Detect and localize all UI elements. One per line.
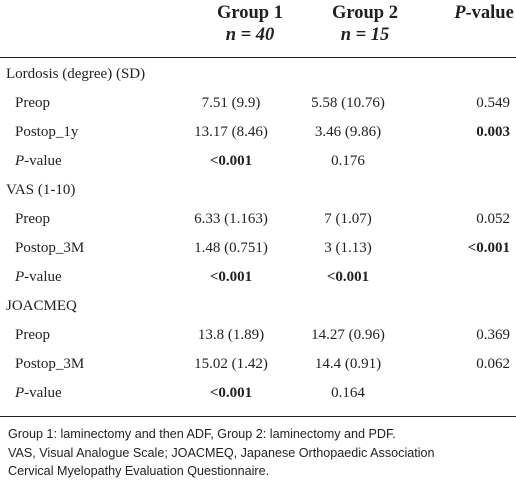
footer-rule — [0, 416, 516, 417]
row-label-p: P — [15, 385, 25, 401]
row-label-rest: -value — [24, 385, 62, 401]
p-value: 0.062 — [476, 356, 510, 372]
pvalue-p: P — [454, 3, 466, 23]
row-label-p: P — [15, 269, 25, 285]
row-label-rest: -value — [24, 153, 62, 169]
group2-value: 0.164 — [331, 385, 365, 401]
group1-title: Group 1 — [217, 3, 283, 23]
section-title-row: Lordosis (degree) (SD) — [0, 60, 516, 89]
table-row: Postop_1y 13.17 (8.46) 3.46 (9.86) 0.003 — [0, 118, 516, 147]
table-row: P-value <0.001 0.176 — [0, 147, 516, 176]
group2-value: 0.176 — [331, 153, 365, 169]
footnote-line: Group 1: laminectomy and then ADF, Group… — [8, 427, 396, 441]
table-row: Preop 7.51 (9.9) 5.58 (10.76) 0.549 — [0, 89, 516, 118]
pvalue-rest: -value — [465, 3, 514, 23]
footnote-line: VAS, Visual Analogue Scale; JOACMEQ, Jap… — [8, 445, 435, 460]
group2-value: 3 (1.13) — [324, 240, 372, 256]
row-label: P-value — [15, 147, 62, 176]
table-row: Postop_3M 1.48 (0.751) 3 (1.13) <0.001 — [0, 234, 516, 263]
row-label: Postop_3M — [15, 356, 85, 372]
group2-value: 5.58 (10.76) — [311, 95, 385, 111]
group2-value: 14.27 (0.96) — [311, 327, 385, 343]
group1-value: <0.001 — [209, 153, 253, 169]
column-header-group2: Group 2 n = 15 — [300, 2, 430, 46]
p-value: <0.001 — [467, 240, 510, 256]
group1-value: 15.02 (1.42) — [194, 356, 268, 372]
p-value: 0.003 — [476, 124, 510, 140]
header-rule — [0, 57, 516, 58]
column-header-group1: Group 1 n = 40 — [185, 2, 315, 46]
p-value: 0.052 — [476, 211, 510, 227]
group1-value: 1.48 (0.751) — [194, 240, 268, 256]
group1-value: 7.51 (9.9) — [201, 95, 261, 111]
table-row: Preop 6.33 (1.163) 7 (1.07) 0.052 — [0, 205, 516, 234]
section-title-row: VAS (1-10) — [0, 176, 516, 205]
row-label: Preop — [15, 211, 50, 227]
section-title: Lordosis (degree) (SD) — [6, 66, 146, 82]
row-label: P-value — [15, 379, 62, 408]
section-title: JOACMEQ — [6, 298, 77, 314]
row-label: Postop_3M — [15, 240, 85, 256]
p-value: 0.549 — [476, 95, 510, 111]
table-row: Postop_3M 15.02 (1.42) 14.4 (0.91) 0.062 — [0, 350, 516, 379]
row-label-rest: -value — [24, 269, 62, 285]
row-label: P-value — [15, 263, 62, 292]
group1-n: n = 40 — [225, 25, 275, 45]
group1-value: 6.33 (1.163) — [194, 211, 268, 227]
group1-value: <0.001 — [209, 269, 253, 285]
row-label: Preop — [15, 327, 50, 343]
footnote-line: Cervical Myelopathy Evaluation Questionn… — [8, 464, 270, 478]
row-label: Preop — [15, 95, 50, 111]
column-header-pvalue: P-value — [448, 2, 516, 24]
table-row: P-value <0.001 <0.001 — [0, 263, 516, 292]
group1-value: 13.8 (1.89) — [197, 327, 265, 343]
group2-value: 7 (1.07) — [324, 211, 372, 227]
group1-value: <0.001 — [209, 385, 253, 401]
table-row: Preop 13.8 (1.89) 14.27 (0.96) 0.369 — [0, 321, 516, 350]
row-label: Postop_1y — [15, 124, 79, 140]
section-title-row: JOACMEQ — [0, 292, 516, 321]
section-title: VAS (1-10) — [6, 182, 76, 198]
table-footnote: Group 1: laminectomy and then ADF, Group… — [8, 425, 512, 481]
group2-value: 3.46 (9.86) — [314, 124, 382, 140]
row-label-p: P — [15, 153, 25, 169]
group2-title: Group 2 — [332, 3, 398, 23]
group2-value: <0.001 — [326, 269, 370, 285]
table-row: P-value <0.001 0.164 — [0, 379, 516, 408]
group2-value: 14.4 (0.91) — [314, 356, 382, 372]
group1-value: 13.17 (8.46) — [194, 124, 268, 140]
group2-n: n = 15 — [340, 25, 390, 45]
p-value: 0.369 — [476, 327, 510, 343]
table-header: Group 1 n = 40 Group 2 n = 15 P-value — [0, 0, 516, 58]
